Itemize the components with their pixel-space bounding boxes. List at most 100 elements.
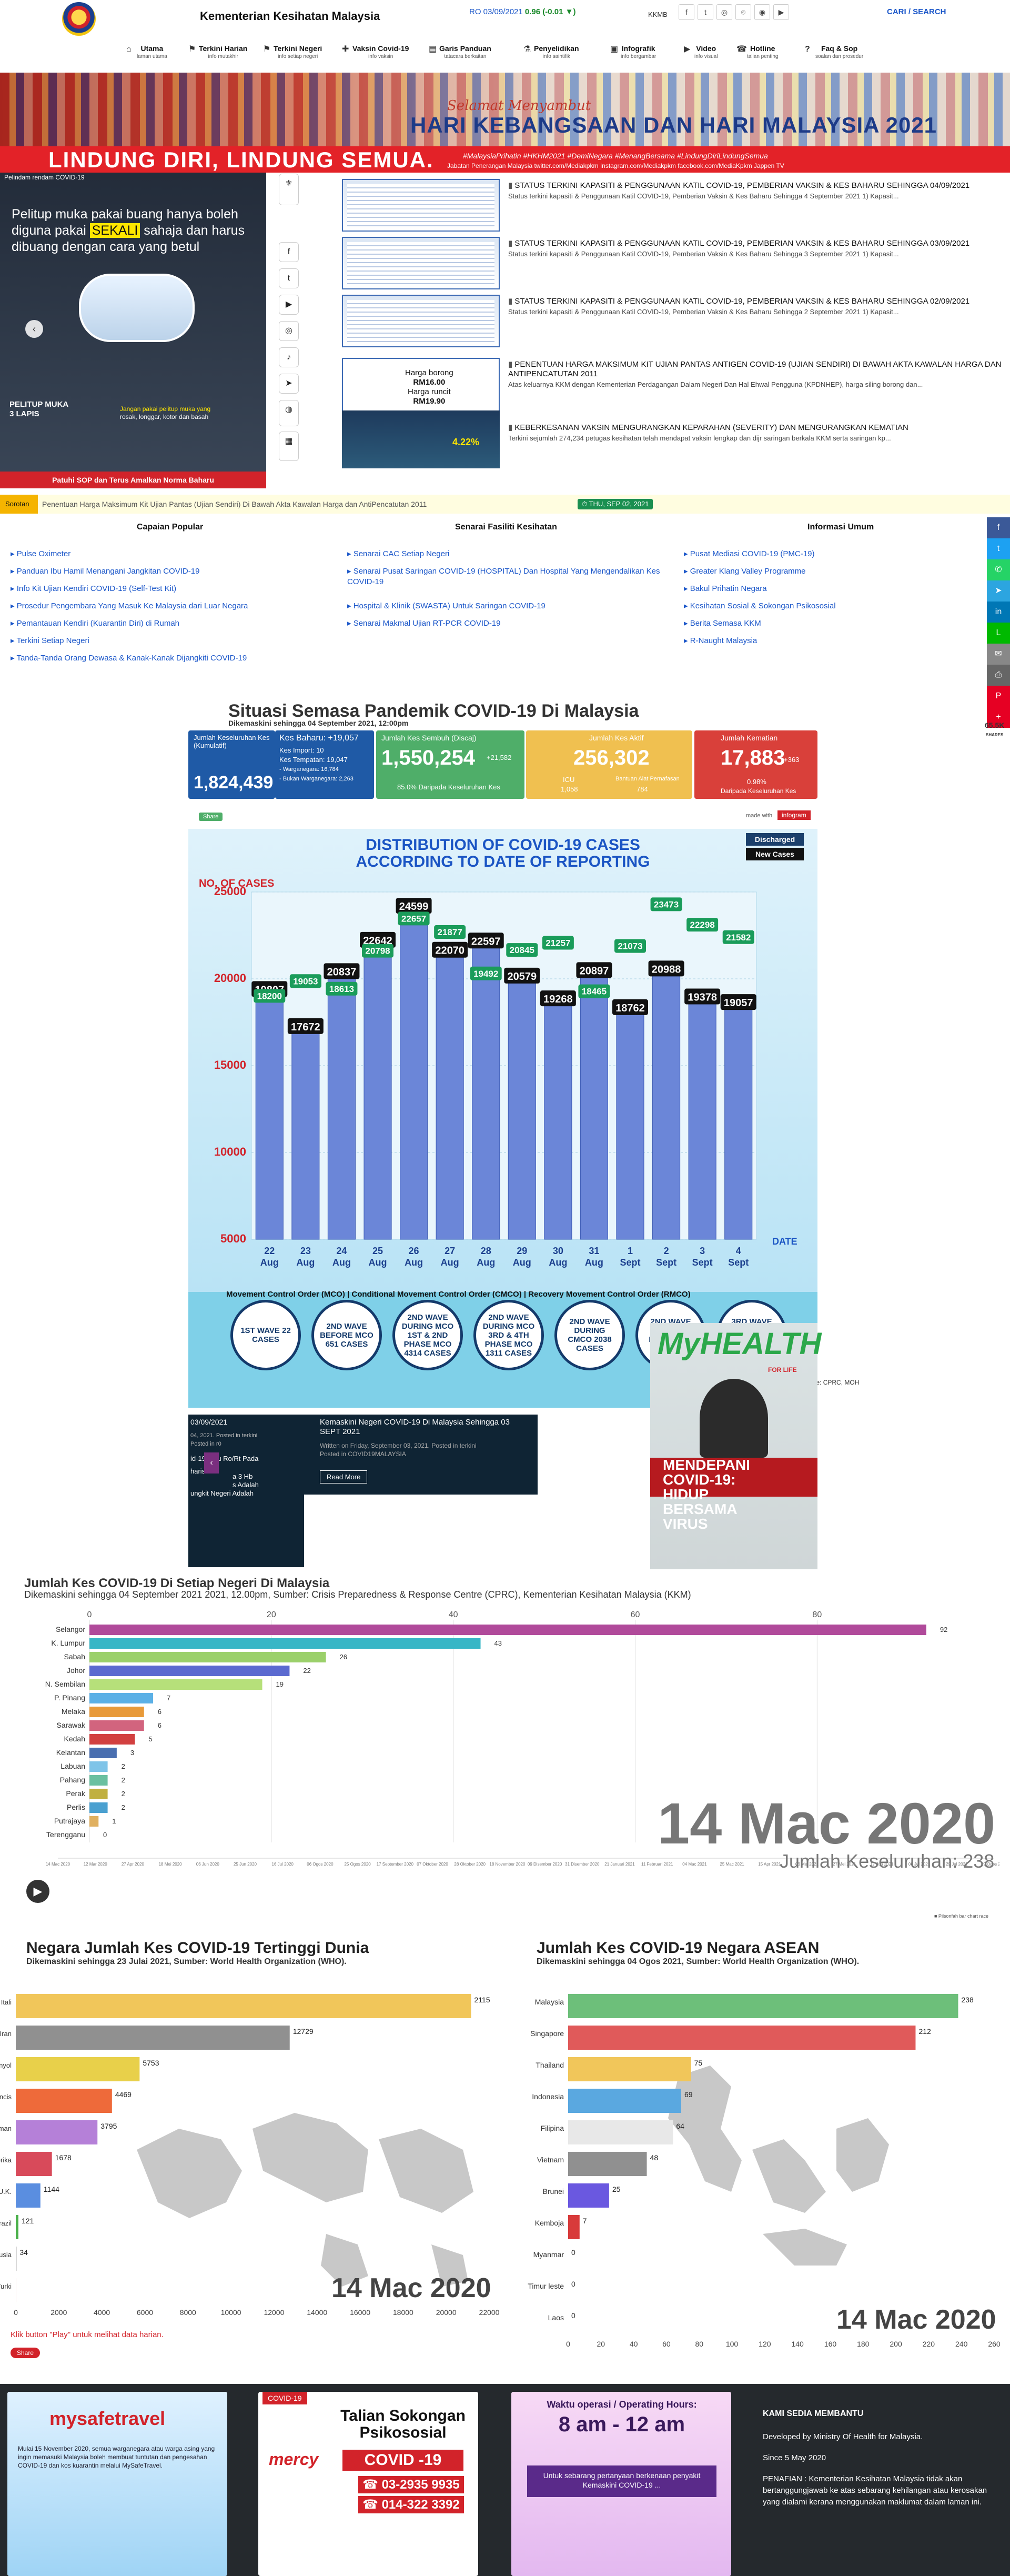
facility-link[interactable]: Senarai Pusat Saringan COVID-19 (HOSPITA… xyxy=(347,566,663,587)
news-item[interactable]: STATUS TERKINI KAPASITI & PENGGUNAAN KAT… xyxy=(508,239,1008,258)
crowd-illustration xyxy=(0,73,1010,157)
share-print-icon[interactable]: ⎙ xyxy=(987,665,1010,686)
info-link[interactable]: Pusat Mediasi COVID-19 (PMC-19) xyxy=(684,549,815,559)
share-whatsapp-icon[interactable]: ✆ xyxy=(987,559,1010,580)
share-linkedin-icon[interactable]: in xyxy=(987,602,1010,623)
youtube-icon[interactable]: ▶ xyxy=(773,4,789,20)
kkm-crest-logo[interactable] xyxy=(62,2,96,36)
twitter-icon[interactable]: t xyxy=(279,268,299,288)
nav-label: Vaksin Covid-19 xyxy=(352,44,409,53)
nav-faq-sop[interactable]: ? Faq & Sop soalan dan prosedur xyxy=(805,44,863,61)
info-link[interactable]: Kesihatan Sosial & Sokongan Psikososial xyxy=(684,601,836,612)
country-label: Itali xyxy=(1,1998,12,2006)
carousel-prev-button[interactable]: ‹ xyxy=(25,320,43,338)
news-title[interactable]: PENENTUAN HARGA MAKSIMUM KIT UJIAN PANTA… xyxy=(508,360,1008,379)
kkm-mini-logo[interactable]: ⚜ xyxy=(279,174,299,205)
country-label: Singapore xyxy=(530,2029,564,2038)
kkm-label[interactable]: KKMB xyxy=(648,11,668,18)
news-thumbnail[interactable] xyxy=(342,179,500,232)
nav-garis-panduan[interactable]: ▤ Garis Panduan tatacara berkaitan xyxy=(429,44,491,61)
talian-phone-1[interactable]: ☎ 03-2935 9935 xyxy=(358,2476,464,2493)
app-logo[interactable]: ◍ xyxy=(279,400,299,426)
x-tick-label: 120 xyxy=(759,2340,771,2348)
telegram-icon[interactable]: ⌾ xyxy=(735,4,751,20)
news-thumbnail[interactable] xyxy=(342,295,500,347)
country-label: Perancis xyxy=(0,2093,12,2101)
operating-hours-card[interactable]: Waktu operasi / Operating Hours: 8 am - … xyxy=(511,2392,731,2576)
facility-link[interactable]: Senarai CAC Setiap Negeri xyxy=(347,549,450,559)
share-twitter-icon[interactable]: t xyxy=(987,538,1010,559)
mysafetravel-card[interactable]: mysafetravel Mulai 15 November 2020, sem… xyxy=(7,2392,227,2576)
news-title[interactable]: STATUS TERKINI KAPASITI & PENGGUNAAN KAT… xyxy=(508,181,1008,191)
vaccine-thumbnail[interactable] xyxy=(342,410,500,468)
popular-link[interactable]: Prosedur Pengembara Yang Masuk Ke Malays… xyxy=(11,601,248,612)
nav-sub: info vaksin xyxy=(368,54,393,59)
nav-terkini-harian[interactable]: ⚑ Terkini Harian info mutakhir xyxy=(188,44,247,61)
nav-hotline[interactable]: ☎ Hotline talian penting xyxy=(736,44,779,61)
nav-penyelidikan[interactable]: ⚗ Penyelidikan info saintifik xyxy=(523,44,579,61)
discharged-label: 20845 xyxy=(510,945,534,955)
info-link[interactable]: R-Naught Malaysia xyxy=(684,636,758,646)
citizen-cases: - Warganegara: 16,784 xyxy=(279,766,339,773)
chart-share-button[interactable]: Share xyxy=(199,813,223,821)
highlight-text[interactable]: Penentuan Harga Maksimum Kit Ujian Panta… xyxy=(42,500,427,508)
psychosocial-card[interactable]: COVID-19 Talian Sokongan Psikososial COV… xyxy=(258,2392,478,2576)
nav-utama[interactable]: ⌂ Utama laman utama xyxy=(126,44,167,61)
nav-video[interactable]: ▶ Video info visual xyxy=(684,44,718,61)
search-button[interactable]: CARI / SEARCH xyxy=(887,7,946,16)
nav-terkini-negeri[interactable]: ⚑ Terkini Negeri info setiap negeri xyxy=(263,44,322,61)
timeline-label: 21 Januari 2021 xyxy=(604,1862,635,1867)
popular-link[interactable]: Pemantauan Kendiri (Kuarantin Diri) di R… xyxy=(11,618,179,629)
share-pinterest-icon[interactable]: P xyxy=(987,686,1010,707)
news-item[interactable]: STATUS TERKINI KAPASITI & PENGGUNAAN KAT… xyxy=(508,181,1008,200)
share-telegram-icon[interactable]: ➤ xyxy=(987,580,1010,602)
news-slider[interactable]: 03/09/2021 04, 2021. Posted in terkini P… xyxy=(188,1415,538,1567)
race-play-button[interactable]: ▶ xyxy=(26,1880,49,1903)
news-title[interactable]: STATUS TERKINI KAPASITI & PENGGUNAAN KAT… xyxy=(508,297,1008,306)
popular-link[interactable]: Panduan Ibu Hamil Menangani Jangkitan CO… xyxy=(11,566,200,577)
share-email-icon[interactable]: ✉ xyxy=(987,644,1010,665)
news-title[interactable]: KEBERKESANAN VAKSIN MENGURANGKAN KEPARAH… xyxy=(508,423,1008,433)
tiktok-icon[interactable]: ♪ xyxy=(279,347,299,367)
news-item[interactable]: STATUS TERKINI KAPASITI & PENGGUNAAN KAT… xyxy=(508,297,1008,316)
telegram-icon[interactable]: ➤ xyxy=(279,374,299,394)
waktu-heading: Waktu operasi / Operating Hours: xyxy=(547,2399,697,2410)
youtube-icon[interactable]: ▶ xyxy=(279,295,299,315)
info-link[interactable]: Greater Klang Valley Programme xyxy=(684,566,806,577)
slider-title[interactable]: Kemaskini Negeri COVID-19 Di Malaysia Se… xyxy=(320,1418,510,1436)
ministry-title[interactable]: Kementerian Kesihatan Malaysia xyxy=(200,9,380,23)
infogram-logo[interactable]: infogram xyxy=(777,810,811,820)
popular-link[interactable]: Tanda-Tanda Orang Dewasa & Kanak-Kanak D… xyxy=(11,653,247,664)
news-item[interactable]: KEBERKESANAN VAKSIN MENGURANGKAN KEPARAH… xyxy=(508,423,1008,442)
read-more-button[interactable]: Read More xyxy=(320,1470,368,1484)
share-more-icon[interactable]: + xyxy=(987,707,1010,728)
news-title[interactable]: STATUS TERKINI KAPASITI & PENGGUNAAN KAT… xyxy=(508,239,1008,248)
country-bar xyxy=(16,2026,290,2050)
share-line-icon[interactable]: L xyxy=(987,623,1010,644)
instagram-icon[interactable]: ◎ xyxy=(716,4,732,20)
facebook-icon[interactable]: f xyxy=(679,4,694,20)
tiktok-icon[interactable]: ◉ xyxy=(754,4,770,20)
x-tick-label: 30 xyxy=(553,1246,563,1256)
slider-date: 03/09/2021 xyxy=(190,1418,228,1426)
national-day-banner[interactable]: Selamat Menyambut HARI KEBANGSAAN DAN HA… xyxy=(0,73,1010,173)
nav-vaksin[interactable]: ✚ Vaksin Covid-19 info vaksin xyxy=(342,44,409,61)
nav-infografik[interactable]: ▣ Infografik info bergambar xyxy=(610,44,656,61)
popular-link[interactable]: Info Kit Ujian Kendiri COVID-19 (Self-Te… xyxy=(11,584,176,594)
news-desc: Atas keluarnya KKM dengan Kementerian Pe… xyxy=(508,380,923,388)
facility-link[interactable]: Senarai Makmal Ujian RT-PCR COVID-19 xyxy=(347,618,501,629)
share-facebook-icon[interactable]: f xyxy=(987,517,1010,538)
info-link[interactable]: Bakul Prihatin Negara xyxy=(684,584,767,594)
news-thumbnail[interactable] xyxy=(342,237,500,289)
popular-link[interactable]: Pulse Oximeter xyxy=(11,549,71,559)
info-link[interactable]: Berita Semasa KKM xyxy=(684,618,761,629)
news-item[interactable]: PENENTUAN HARGA MAKSIMUM KIT UJIAN PANTA… xyxy=(508,360,1008,388)
facility-link[interactable]: Hospital & Klinik (SWASTA) Untuk Saringa… xyxy=(347,601,546,612)
instagram-icon[interactable]: ◎ xyxy=(279,321,299,341)
facebook-icon[interactable]: f xyxy=(279,242,299,262)
talian-phone-2[interactable]: ☎ 014-322 3392 xyxy=(358,2496,464,2513)
qr-code-icon[interactable]: ▦ xyxy=(279,432,299,461)
twitter-icon[interactable]: t xyxy=(698,4,713,20)
popular-link[interactable]: Terkini Setiap Negeri xyxy=(11,636,89,646)
slider-prev-button[interactable]: ‹ xyxy=(204,1452,219,1474)
